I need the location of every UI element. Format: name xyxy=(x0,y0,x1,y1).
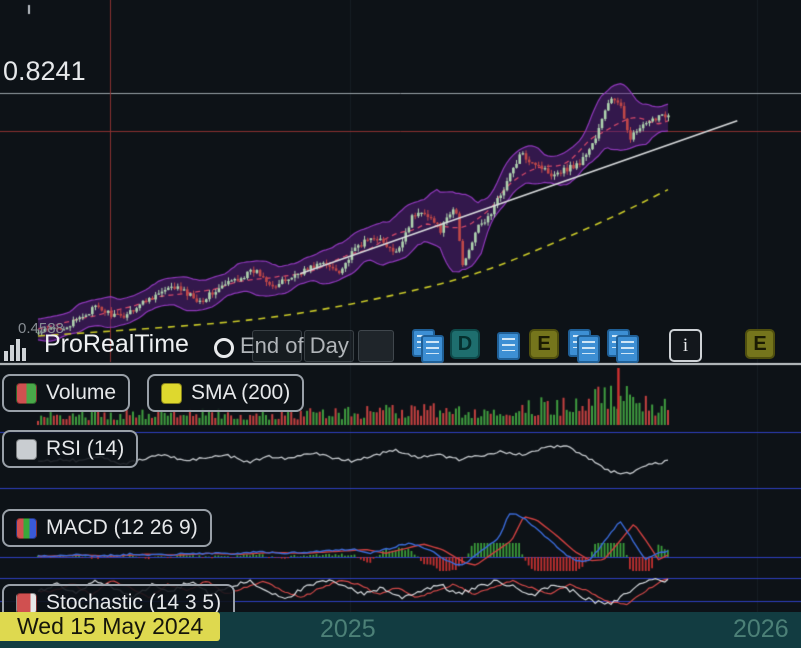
rsi-icon xyxy=(16,438,37,460)
info-button[interactable]: i xyxy=(669,329,702,362)
document-icon-button[interactable] xyxy=(492,329,526,363)
bottom-toolbar: ProRealTime End of Day D E i E xyxy=(0,327,801,367)
double-document-icon-1[interactable] xyxy=(412,329,446,363)
ghost-button-2[interactable] xyxy=(304,330,354,362)
time-axis[interactable]: Wed 15 May 2024 2025 2026 xyxy=(0,612,801,648)
stochastic-icon xyxy=(16,592,37,614)
document-icon xyxy=(577,335,600,363)
indicator-chip-rsi[interactable]: RSI (14) xyxy=(2,430,139,468)
price-axis-low-label: 0.4588 xyxy=(18,320,64,337)
sma-icon xyxy=(161,382,182,404)
double-document-icon-2[interactable] xyxy=(568,329,602,363)
selected-date-label: Wed 15 May 2024 xyxy=(0,612,221,641)
crosshair-price-label: 0.8241 xyxy=(3,56,86,86)
indicator-chip-label: RSI (14) xyxy=(46,437,125,460)
year-label-2026: 2026 xyxy=(733,615,789,643)
indicator-chip-label: Volume xyxy=(46,381,117,404)
end-of-day-indicator-icon xyxy=(214,338,234,358)
badge-d-button[interactable]: D xyxy=(450,329,480,359)
prorealtime-logo-text: ProRealTime xyxy=(44,330,189,358)
indicator-chip-sma[interactable]: SMA (200) xyxy=(147,374,305,412)
ghost-button-3[interactable] xyxy=(358,330,394,362)
indicator-chip-label: MACD (12 26 9) xyxy=(46,516,198,539)
document-icon xyxy=(497,332,520,360)
year-label-2025: 2025 xyxy=(320,615,376,643)
indicator-chip-label: SMA (200) xyxy=(191,381,291,404)
volume-scale-icon xyxy=(4,335,36,361)
double-document-icon-3[interactable] xyxy=(607,329,641,363)
macd-icon xyxy=(16,517,37,539)
indicator-chip-label: Stochastic (14 3 5) xyxy=(46,591,222,614)
document-icon xyxy=(616,335,639,363)
volume-icon xyxy=(16,382,37,404)
document-icon xyxy=(421,335,444,363)
end-of-day-label: End of Day xyxy=(240,333,349,358)
indicator-chip-macd[interactable]: MACD (12 26 9) xyxy=(2,509,212,547)
badge-e-button-1[interactable]: E xyxy=(529,329,559,359)
indicator-chip-volume[interactable]: Volume xyxy=(2,374,131,412)
badge-e-button-2[interactable]: E xyxy=(745,329,775,359)
ghost-button-1[interactable] xyxy=(252,330,302,362)
